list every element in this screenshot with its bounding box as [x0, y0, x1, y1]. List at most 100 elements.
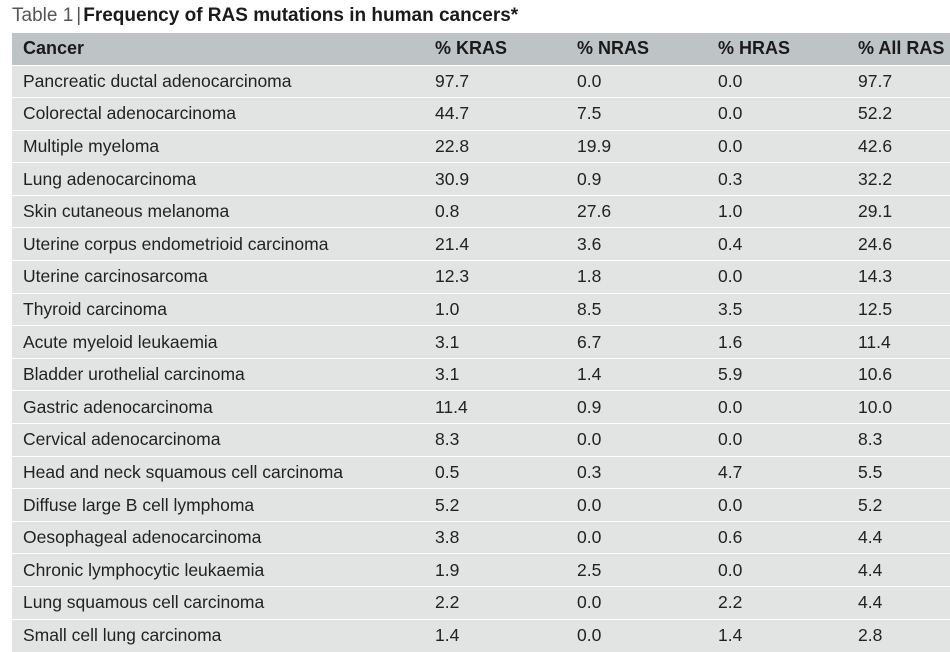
hras-value-cell: 0.0 — [718, 266, 743, 287]
all-ras-value-cell: 10.0 — [858, 396, 893, 417]
all-ras-value-cell: 4.4 — [858, 559, 883, 580]
all-ras-value-cell: 10.6 — [858, 364, 893, 385]
cancer-name-cell: Diffuse large B cell lymphoma — [23, 494, 255, 515]
hras-value-cell: 0.0 — [718, 494, 743, 515]
cancer-name-cell: Skin cutaneous melanoma — [23, 201, 230, 222]
header-row: Cancer % KRAS % NRAS % HRAS % All RAS — [12, 33, 950, 65]
nras-value-cell: 0.3 — [577, 461, 602, 482]
column-header-all-ras: % All RAS — [858, 38, 945, 59]
kras-value-cell: 22.8 — [435, 135, 470, 156]
hras-value-cell: 4.7 — [718, 461, 743, 482]
table-row: Colorectal adenocarcinoma 44.7 7.5 0.0 52.2 — [12, 97, 950, 131]
cancer-name-cell: Chronic lymphocytic leukaemia — [23, 559, 265, 580]
nras-value-cell: 27.6 — [577, 201, 612, 222]
all-ras-value-cell: 2.8 — [858, 625, 883, 646]
kras-value-cell: 12.3 — [435, 266, 470, 287]
nras-value-cell: 0.0 — [577, 494, 602, 515]
all-ras-value-cell: 14.3 — [858, 266, 893, 287]
kras-value-cell: 30.9 — [435, 168, 470, 189]
kras-value-cell: 5.2 — [435, 494, 460, 515]
table-row: Lung adenocarcinoma 30.9 0.9 0.3 32.2 — [12, 162, 950, 196]
all-ras-value-cell: 5.2 — [858, 494, 883, 515]
kras-value-cell: 0.8 — [435, 201, 460, 222]
all-ras-value-cell: 12.5 — [858, 298, 893, 319]
all-ras-value-cell: 4.4 — [858, 527, 883, 548]
cancer-name-cell: Head and neck squamous cell carcinoma — [23, 461, 344, 482]
kras-value-cell: 11.4 — [435, 396, 468, 417]
all-ras-value-cell: 52.2 — [858, 103, 893, 124]
hras-value-cell: 0.3 — [718, 168, 743, 189]
nras-value-cell: 0.0 — [577, 592, 602, 613]
all-ras-value-cell: 42.6 — [858, 135, 893, 156]
table-caption: Table 1 | Frequency of RAS mutations in hu… — [12, 3, 518, 29]
cancer-name-cell: Thyroid carcinoma — [23, 298, 167, 319]
table-number-label: Table 1 — [12, 5, 74, 26]
hras-value-cell: 1.4 — [718, 625, 743, 646]
table-row: Uterine carcinosarcoma 12.3 1.8 0.0 14.3 — [12, 260, 950, 294]
nras-value-cell: 0.0 — [577, 70, 602, 91]
nras-value-cell: 0.0 — [577, 527, 602, 548]
kras-value-cell: 3.1 — [435, 331, 460, 352]
table-row: Acute myeloid leukaemia 3.1 6.7 1.6 11.4 — [12, 325, 950, 359]
table-title: Frequency of RAS mutations in human canc… — [83, 5, 519, 26]
nras-value-cell: 6.7 — [577, 331, 602, 352]
kras-value-cell: 97.7 — [435, 70, 470, 91]
table-row: Skin cutaneous melanoma 0.8 27.6 1.0 29.1 — [12, 195, 950, 228]
all-ras-value-cell: 8.3 — [858, 429, 883, 450]
kras-value-cell: 3.1 — [435, 364, 460, 385]
cancer-name-cell: Oesophageal adenocarcinoma — [23, 527, 262, 548]
hras-value-cell: 0.0 — [718, 135, 743, 156]
hras-value-cell: 0.4 — [718, 233, 743, 254]
table-row: Multiple myeloma 22.8 19.9 0.0 42.6 — [12, 130, 950, 163]
table-row: Head and neck squamous cell carcinoma 0.5… — [12, 456, 950, 489]
kras-value-cell: 2.2 — [435, 592, 460, 613]
hras-value-cell: 0.0 — [718, 396, 743, 417]
column-header-hras: % HRAS — [718, 38, 791, 59]
nras-value-cell: 3.6 — [577, 233, 602, 254]
all-ras-value-cell: 11.4 — [858, 331, 891, 352]
hras-value-cell: 2.2 — [718, 592, 743, 613]
table-row: Oesophageal adenocarcinoma 3.8 0.0 0.6 4.4 — [12, 521, 950, 554]
kras-value-cell: 0.5 — [435, 461, 460, 482]
nras-value-cell: 0.0 — [577, 429, 602, 450]
hras-value-cell: 0.0 — [718, 429, 743, 450]
hras-value-cell: 0.0 — [718, 103, 743, 124]
hras-value-cell: 0.0 — [718, 70, 743, 91]
table-row: Chronic lymphocytic leukaemia 1.9 2.5 0.0 4.… — [12, 553, 950, 587]
table-row: Diffuse large B cell lymphoma 5.2 0.0 0.0 5.… — [12, 488, 950, 522]
caption-separator: | — [76, 5, 82, 26]
kras-value-cell: 3.8 — [435, 527, 460, 548]
nras-value-cell: 7.5 — [577, 103, 602, 124]
hras-value-cell: 1.0 — [718, 201, 743, 222]
all-ras-value-cell: 29.1 — [858, 201, 893, 222]
cancer-name-cell: Lung adenocarcinoma — [23, 168, 197, 189]
nras-value-cell: 2.5 — [577, 559, 602, 580]
all-ras-value-cell: 97.7 — [858, 70, 893, 91]
cancer-name-cell: Uterine corpus endometrioid carcinoma — [23, 233, 329, 254]
cancer-name-cell: Small cell lung carcinoma — [23, 625, 222, 646]
table-row: Lung squamous cell carcinoma 2.2 0.0 2.2 4.4 — [12, 586, 950, 620]
table-row: Small cell lung carcinoma 1.4 0.0 1.4 2.8 — [12, 619, 950, 652]
all-ras-value-cell: 5.5 — [858, 461, 883, 482]
table-header: Cancer % KRAS % NRAS % HRAS % All RAS — [12, 33, 950, 65]
cancer-name-cell: Acute myeloid leukaemia — [23, 331, 218, 352]
nras-value-cell: 1.4 — [577, 364, 602, 385]
cancer-name-cell: Pancreatic ductal adenocarcinoma — [23, 70, 292, 91]
table-body: Pancreatic ductal adenocarcinoma 97.7 0.0 0… — [12, 65, 950, 652]
cancer-name-cell: Bladder urothelial carcinoma — [23, 364, 245, 385]
all-ras-value-cell: 4.4 — [858, 592, 883, 613]
table-row: Thyroid carcinoma 1.0 8.5 3.5 12.5 — [12, 293, 950, 326]
kras-value-cell: 21.4 — [435, 233, 470, 254]
hras-value-cell: 5.9 — [718, 364, 743, 385]
all-ras-value-cell: 24.6 — [858, 233, 893, 254]
nras-value-cell: 19.9 — [577, 135, 612, 156]
table-row: Bladder urothelial carcinoma 3.1 1.4 5.9 10.… — [12, 358, 950, 391]
ras-mutation-table: Cancer % KRAS % NRAS % HRAS % All RAS Pa… — [12, 33, 950, 652]
table-row: Pancreatic ductal adenocarcinoma 97.7 0.0 0… — [12, 65, 950, 98]
table-row: Cervical adenocarcinoma 8.3 0.0 0.0 8.3 — [12, 423, 950, 457]
nras-value-cell: 0.9 — [577, 168, 602, 189]
kras-value-cell: 1.0 — [435, 298, 460, 319]
column-header-nras: % NRAS — [577, 38, 650, 59]
nras-value-cell: 1.8 — [577, 266, 602, 287]
cancer-name-cell: Cervical adenocarcinoma — [23, 429, 221, 450]
